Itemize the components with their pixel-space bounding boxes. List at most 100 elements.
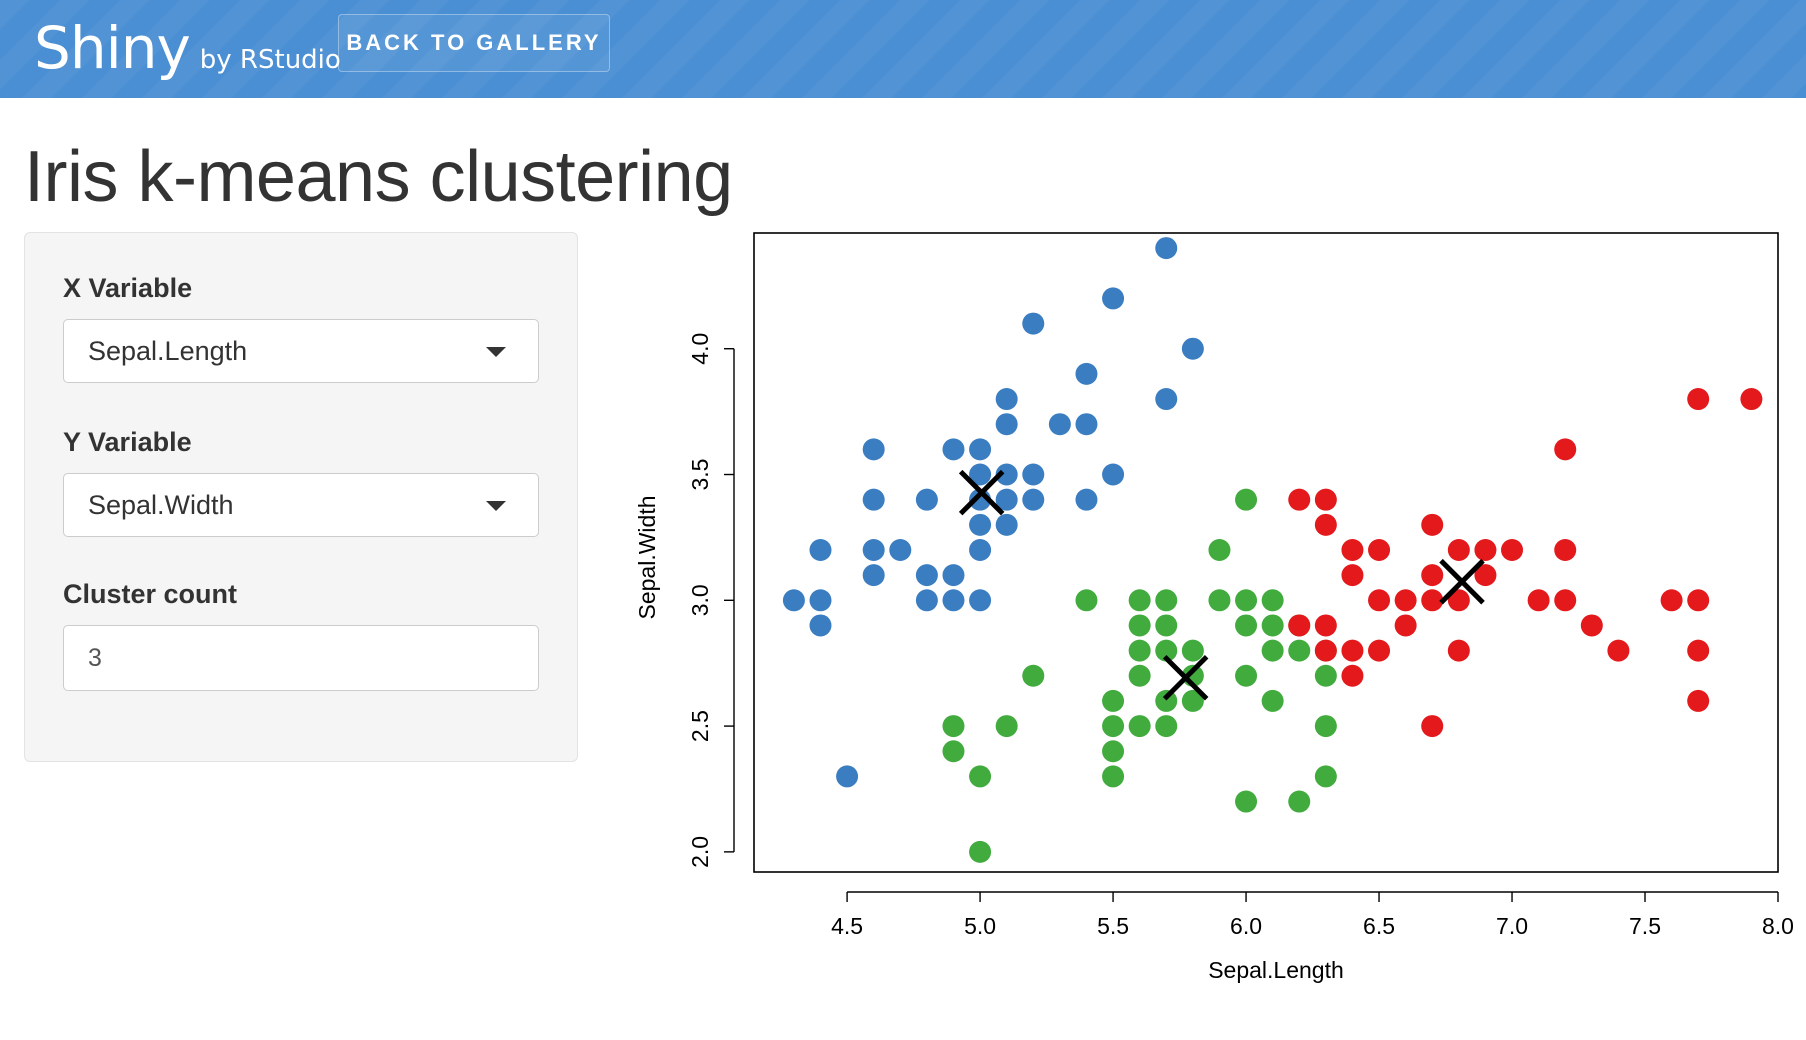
cluster-center-2 — [1162, 655, 1209, 701]
data-point-cluster-1 — [862, 564, 885, 587]
data-point-cluster-3 — [1341, 538, 1364, 561]
x-tick-label: 5.5 — [1097, 913, 1129, 939]
data-point-cluster-1 — [782, 589, 805, 612]
y-tick-label: 2.0 — [687, 836, 713, 868]
data-point-cluster-2 — [1128, 639, 1151, 662]
y-variable-select[interactable]: Sepal.Width — [63, 473, 539, 537]
x-tick-label: 4.5 — [831, 913, 863, 939]
data-point-cluster-2 — [1261, 639, 1284, 662]
cluster-count-label: Cluster count — [63, 579, 238, 609]
y-axis-label: Sepal.Width — [634, 495, 660, 619]
x-variable-select[interactable]: Sepal.Length — [63, 319, 539, 383]
data-point-cluster-1 — [995, 488, 1018, 511]
data-point-cluster-2 — [1128, 614, 1151, 637]
x-variable-value: Sepal.Length — [88, 335, 248, 366]
data-point-cluster-3 — [1421, 513, 1444, 536]
data-point-cluster-3 — [1447, 639, 1470, 662]
x-tick-label: 6.0 — [1230, 913, 1262, 939]
data-point-cluster-3 — [1288, 488, 1311, 511]
data-point-cluster-1 — [862, 488, 885, 511]
data-point-cluster-2 — [942, 715, 965, 738]
data-point-cluster-3 — [1421, 715, 1444, 738]
data-point-cluster-1 — [1155, 237, 1178, 260]
data-point-cluster-3 — [1314, 639, 1337, 662]
data-point-cluster-3 — [1687, 388, 1710, 411]
data-point-cluster-1 — [969, 538, 992, 561]
data-point-cluster-3 — [1368, 538, 1391, 561]
data-point-cluster-2 — [969, 765, 992, 788]
data-point-cluster-1 — [1075, 488, 1098, 511]
data-point-cluster-3 — [1368, 589, 1391, 612]
data-point-cluster-2 — [1235, 488, 1258, 511]
brand-title: Shiny — [34, 14, 191, 82]
data-point-cluster-3 — [1341, 639, 1364, 662]
data-point-cluster-2 — [1022, 664, 1045, 687]
data-point-cluster-1 — [915, 589, 938, 612]
data-point-cluster-2 — [1208, 589, 1231, 612]
data-point-cluster-1 — [1155, 388, 1178, 411]
y-tick-label: 4.0 — [687, 333, 713, 365]
data-point-cluster-1 — [995, 388, 1018, 411]
data-point-cluster-1 — [1022, 312, 1045, 335]
data-point-cluster-1 — [969, 513, 992, 536]
y-variable-value: Sepal.Width — [88, 489, 234, 520]
data-point-cluster-2 — [995, 715, 1018, 738]
data-point-cluster-3 — [1554, 438, 1577, 461]
data-point-cluster-2 — [1235, 589, 1258, 612]
caret-down-icon — [486, 347, 506, 357]
data-point-cluster-3 — [1421, 589, 1444, 612]
data-point-cluster-2 — [1235, 664, 1258, 687]
x-tick-label: 7.0 — [1496, 913, 1528, 939]
data-point-cluster-2 — [1128, 664, 1151, 687]
x-variable-label: X Variable — [63, 273, 193, 303]
back-to-gallery-button[interactable]: BACK TO GALLERY — [338, 14, 610, 72]
data-point-cluster-2 — [1102, 715, 1125, 738]
data-point-cluster-1 — [809, 538, 832, 561]
data-point-cluster-2 — [1235, 614, 1258, 637]
y-tick-label: 3.0 — [687, 584, 713, 616]
data-point-cluster-2 — [1155, 614, 1178, 637]
data-point-cluster-3 — [1288, 614, 1311, 637]
data-point-cluster-2 — [1314, 664, 1337, 687]
data-point-cluster-3 — [1740, 388, 1763, 411]
data-point-cluster-3 — [1660, 589, 1683, 612]
data-point-cluster-3 — [1314, 488, 1337, 511]
data-point-cluster-1 — [1022, 463, 1045, 486]
data-point-cluster-3 — [1474, 564, 1497, 587]
page-title: Iris k-means clustering — [24, 137, 733, 217]
data-point-cluster-3 — [1501, 538, 1524, 561]
data-point-cluster-1 — [1102, 287, 1125, 310]
data-point-cluster-2 — [1155, 639, 1178, 662]
caret-down-icon — [486, 501, 506, 511]
data-point-cluster-1 — [862, 538, 885, 561]
data-point-cluster-1 — [995, 513, 1018, 536]
data-point-cluster-3 — [1421, 564, 1444, 587]
data-point-cluster-2 — [1155, 715, 1178, 738]
data-point-cluster-3 — [1314, 614, 1337, 637]
plot-frame — [753, 232, 1779, 873]
data-point-cluster-3 — [1554, 538, 1577, 561]
data-point-cluster-3 — [1447, 589, 1470, 612]
data-point-cluster-1 — [1181, 337, 1204, 360]
data-point-cluster-3 — [1580, 614, 1603, 637]
data-point-cluster-3 — [1474, 538, 1497, 561]
data-point-cluster-1 — [1075, 413, 1098, 436]
data-point-cluster-2 — [1235, 790, 1258, 813]
data-point-cluster-2 — [1288, 790, 1311, 813]
x-tick-label: 6.5 — [1363, 913, 1395, 939]
data-point-cluster-2 — [1102, 689, 1125, 712]
data-point-cluster-1 — [1075, 362, 1098, 385]
data-point-cluster-1 — [915, 488, 938, 511]
shiny-logo[interactable]: Shiny by RStudio — [34, 14, 341, 82]
cluster-center-3 — [1439, 558, 1485, 605]
data-point-cluster-3 — [1394, 589, 1417, 612]
cluster-count-input[interactable] — [63, 625, 539, 691]
data-point-cluster-2 — [1155, 689, 1178, 712]
data-point-cluster-1 — [995, 413, 1018, 436]
data-point-cluster-1 — [1048, 413, 1071, 436]
data-point-cluster-3 — [1341, 564, 1364, 587]
data-point-cluster-2 — [942, 740, 965, 763]
data-point-cluster-2 — [1261, 589, 1284, 612]
data-point-cluster-3 — [1368, 639, 1391, 662]
data-point-cluster-3 — [1607, 639, 1630, 662]
